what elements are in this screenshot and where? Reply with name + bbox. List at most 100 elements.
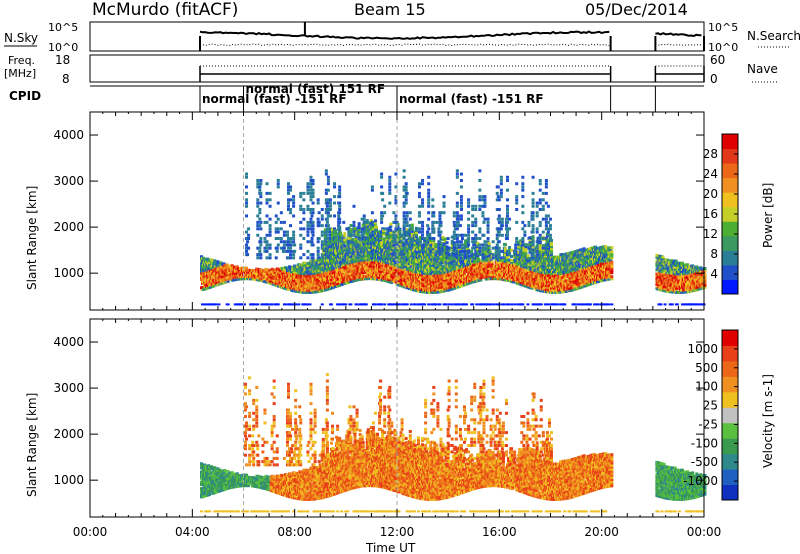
data-cell — [203, 285, 207, 289]
data-cell — [307, 272, 311, 276]
data-cell — [467, 211, 471, 215]
data-cell — [292, 287, 296, 291]
data-cell — [309, 211, 313, 215]
data-cell — [338, 227, 342, 231]
data-cell — [335, 272, 339, 276]
data-cell — [322, 276, 326, 280]
data-cell — [326, 275, 330, 279]
data-cell — [471, 230, 475, 234]
data-cell — [326, 227, 330, 231]
data-cell — [316, 249, 320, 253]
data-cell — [320, 224, 324, 228]
data-cell — [342, 259, 346, 263]
data-cell — [225, 271, 229, 275]
data-cell — [209, 285, 213, 289]
data-cell — [316, 289, 320, 293]
data-cell — [404, 217, 408, 221]
data-cell — [398, 303, 402, 306]
data-cell — [413, 303, 417, 306]
data-cell — [421, 178, 425, 182]
data-cell — [326, 268, 330, 272]
data-cell — [309, 224, 313, 228]
data-cell — [432, 236, 436, 240]
data-cell — [314, 259, 318, 263]
data-cell — [302, 217, 306, 221]
data-cell — [289, 243, 293, 247]
data-cell — [208, 261, 212, 265]
data-cell — [459, 214, 463, 218]
data-cell — [317, 256, 321, 260]
data-cell — [364, 303, 368, 306]
data-cell — [467, 249, 471, 253]
data-cell — [336, 269, 340, 273]
data-cell — [336, 276, 340, 280]
data-cell — [233, 303, 237, 306]
data-cell — [311, 227, 315, 231]
data-cell — [347, 280, 351, 284]
data-cell — [439, 211, 443, 215]
data-cell — [474, 204, 478, 208]
data-cell — [452, 230, 456, 234]
data-cell — [300, 282, 304, 286]
data-cell — [421, 224, 425, 228]
data-cell — [337, 233, 341, 237]
data-cell — [282, 282, 286, 286]
data-cell — [352, 233, 356, 237]
data-cell — [427, 211, 431, 215]
data-cell — [415, 237, 419, 241]
data-cell — [338, 220, 342, 224]
data-cell — [438, 233, 442, 237]
data-cell — [343, 232, 347, 236]
data-cell — [274, 256, 278, 260]
data-cell — [330, 230, 334, 234]
data-cell — [334, 237, 338, 241]
data-cell — [305, 272, 309, 276]
data-cell — [328, 247, 332, 251]
data-cell — [442, 201, 446, 205]
data-cell — [455, 175, 459, 179]
data-cell — [268, 256, 272, 260]
data-cell — [201, 286, 205, 290]
data-cell — [312, 263, 316, 267]
nave-tick-bottom: 0 — [710, 72, 718, 86]
data-cell — [299, 191, 303, 195]
data-cell — [404, 185, 408, 189]
data-cell — [388, 182, 392, 186]
data-cell — [380, 220, 384, 224]
data-cell — [318, 260, 322, 264]
data-cell — [299, 208, 303, 211]
data-cell — [320, 217, 324, 221]
data-cell — [336, 259, 340, 263]
data-cell — [286, 240, 290, 244]
data-cell — [343, 246, 347, 250]
data-cell — [308, 282, 312, 286]
data-cell — [279, 220, 283, 224]
data-cell — [347, 240, 351, 244]
data-cell — [323, 238, 327, 242]
data-cell — [342, 220, 346, 224]
data-cell — [263, 249, 267, 253]
data-cell — [302, 253, 306, 257]
data-cell — [306, 230, 310, 234]
data-cell — [309, 253, 313, 257]
data-cell — [408, 217, 412, 221]
data-cell — [286, 188, 290, 192]
beam-title: Beam 15 — [354, 0, 426, 19]
data-cell — [455, 201, 459, 205]
data-cell — [245, 266, 249, 270]
data-cell — [349, 250, 353, 254]
data-cell — [319, 287, 323, 291]
data-cell — [289, 303, 293, 306]
data-cell — [282, 240, 286, 244]
data-cell — [478, 188, 482, 192]
data-cell — [216, 268, 220, 272]
data-cell — [362, 217, 366, 221]
data-cell — [253, 269, 257, 273]
data-cell — [456, 240, 460, 244]
data-cell — [338, 248, 342, 252]
data-cell — [338, 185, 342, 189]
data-cell — [276, 237, 280, 241]
data-cell — [350, 258, 354, 262]
data-cell — [405, 211, 409, 215]
data-cell — [471, 220, 475, 224]
